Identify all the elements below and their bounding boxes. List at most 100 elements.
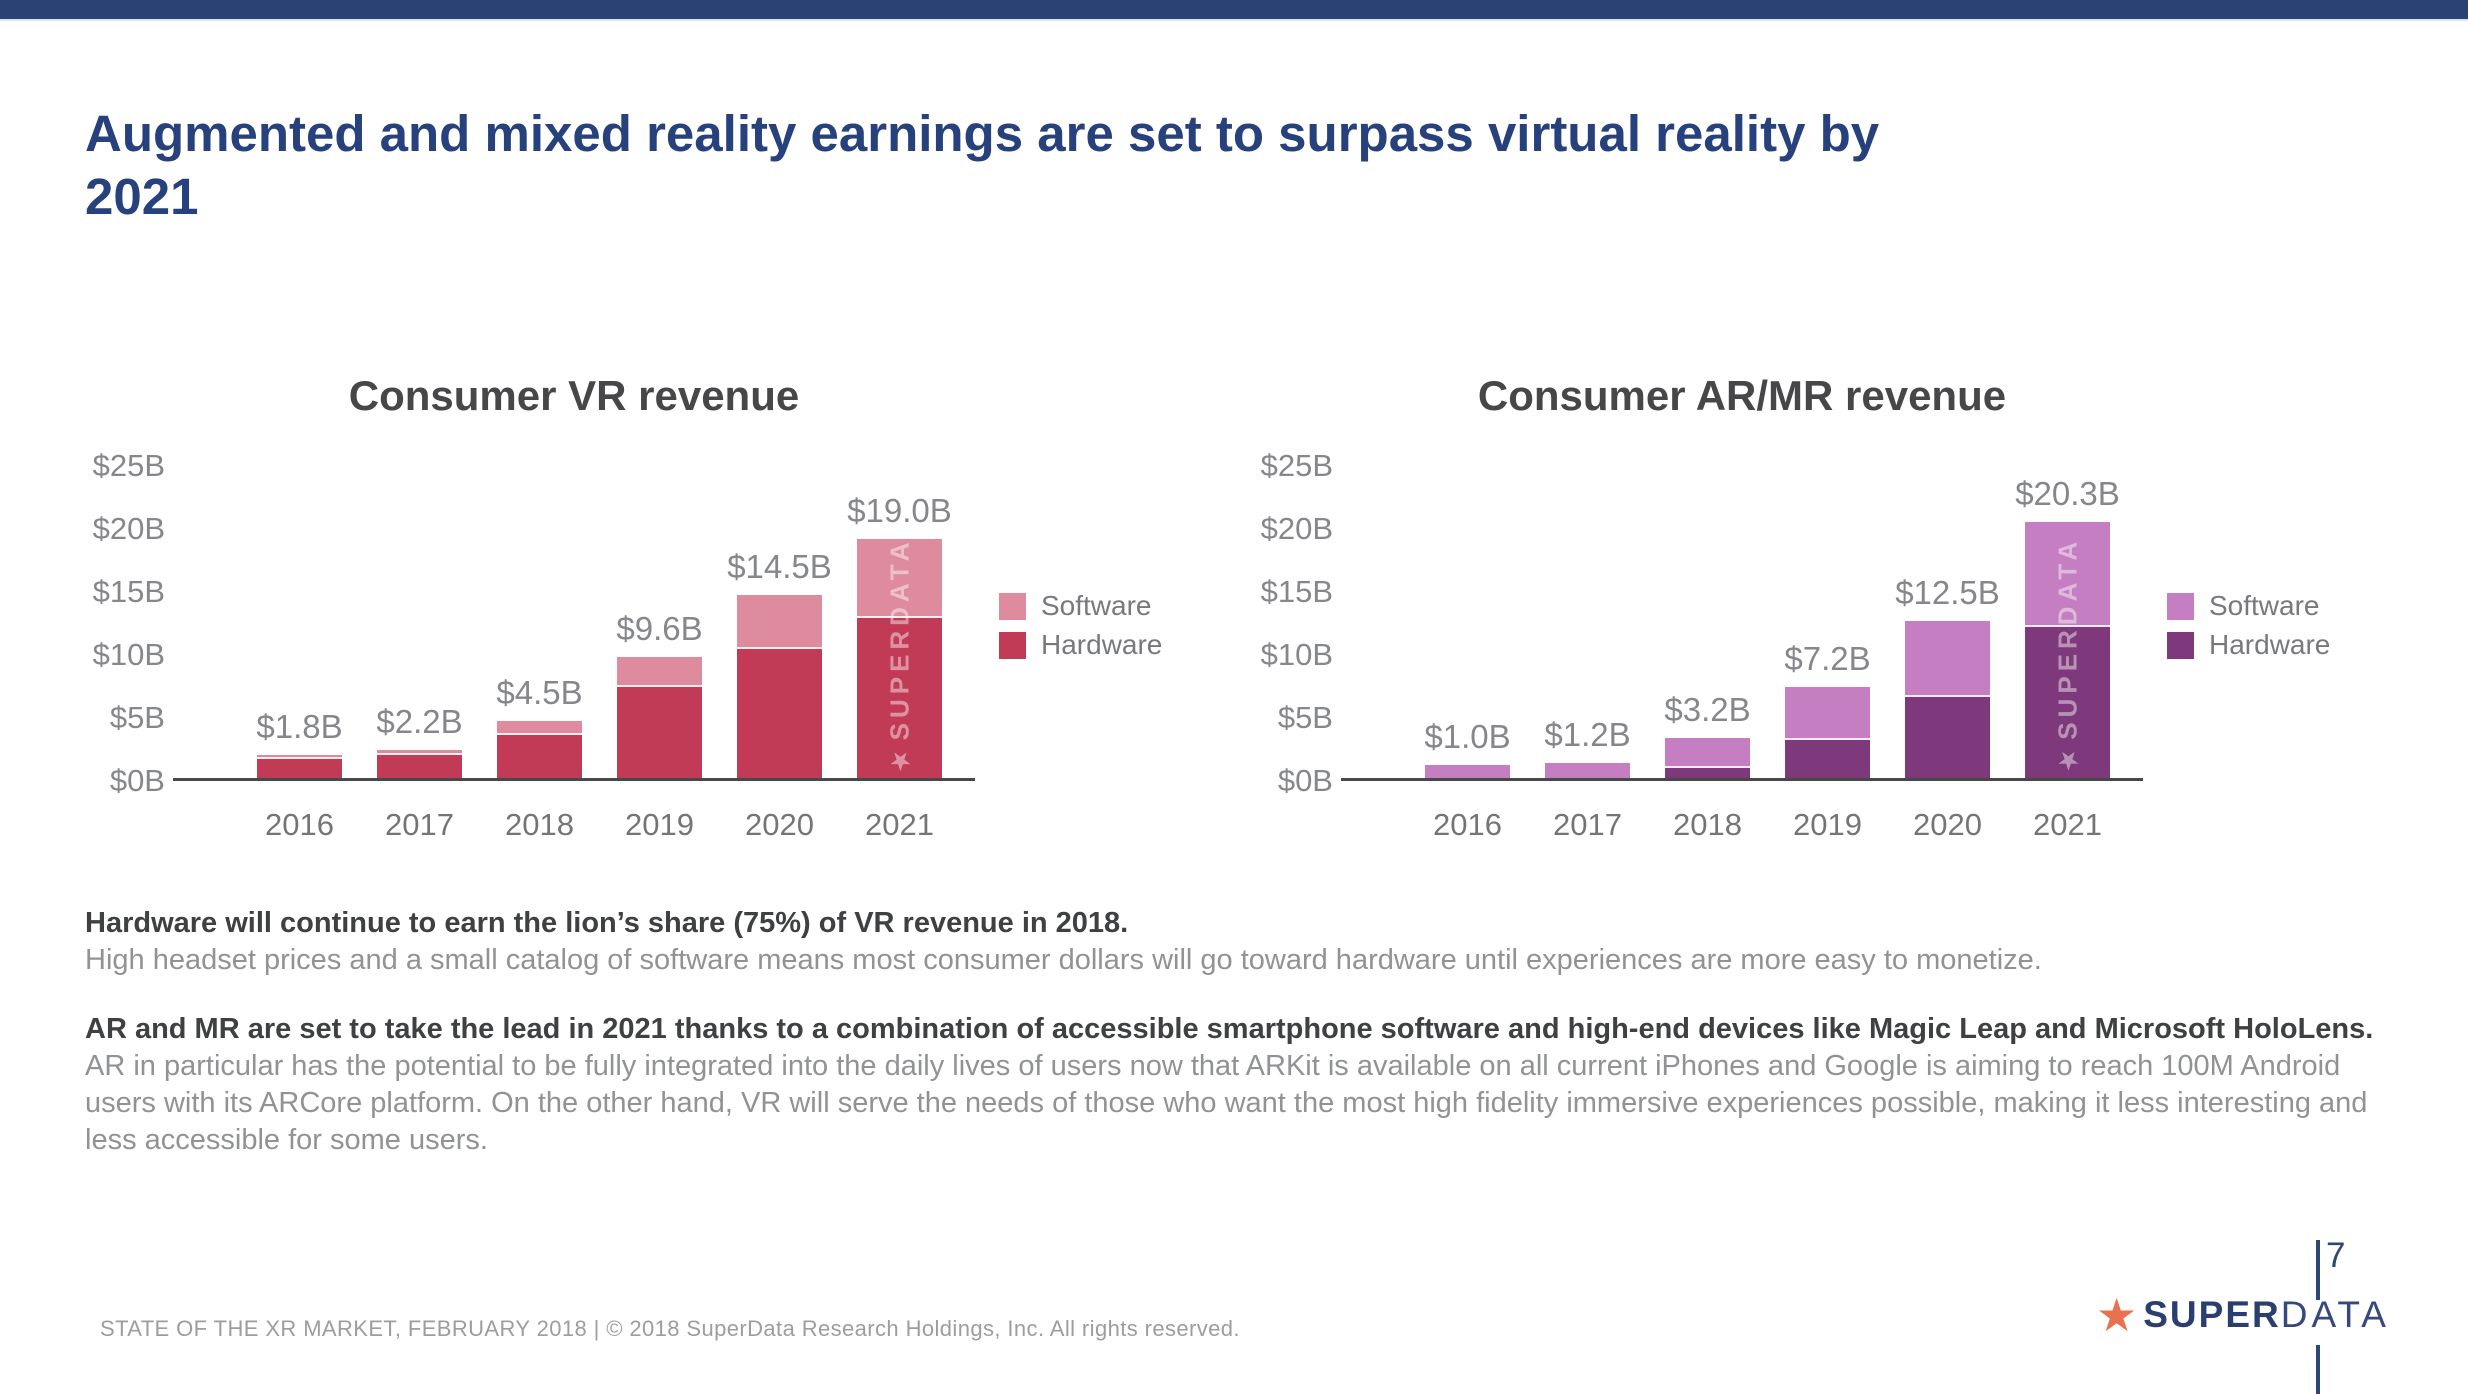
y-axis-tick-label: $20B [1260,511,1333,546]
bar-value-label: $9.6B [616,610,703,648]
footer-text: STATE OF THE XR MARKET, FEBRUARY 2018 | … [100,1316,1240,1341]
bar-segment-hardware [617,687,702,778]
bar-segment-hardware [857,617,942,778]
slide-title: Augmented and mixed reality earnings are… [85,102,2405,228]
logo-text-data: DATA [2280,1294,2390,1335]
legend-label: Software [2209,590,2320,621]
insight-heading-vr: Hardware will continue to earn the lion’… [85,907,1129,939]
bar-segment-hardware [2025,626,2110,778]
bar-group-2020: $14.5B [727,550,832,778]
superdata-logo: ★ SUPER DATA [2096,1292,2390,1338]
bar-group-2016: $1.8B [256,710,343,778]
y-axis-tick-label: $0B [109,763,165,798]
legend-swatch-hardware [2167,631,2194,659]
legend-item-hardware: Hardware [2167,629,2330,661]
logo-text-super: SUPER [2143,1294,2281,1335]
bar-segment-software [1545,762,1630,778]
y-axis-tick-label: $5B [1277,700,1333,735]
x-axis-label-2017: 2017 [1553,807,1622,842]
bar-segment-hardware [1665,767,1750,778]
y-axis: $0B $5B $10B $15B $20B $25B [85,448,173,798]
y-axis-tick-label: $25B [92,448,165,483]
y-axis-tick-label: $15B [92,574,165,609]
bar-value-label: $1.2B [1544,715,1631,753]
bar-value-label: $4.5B [496,674,583,712]
bar-segment-software [617,657,702,688]
bar-value-label: $2.2B [376,703,463,741]
insight-detail-ar: AR in particular has the potential to be… [85,1050,2368,1156]
bar-segment-hardware [377,755,462,778]
bar-value-label: $3.2B [1664,690,1751,728]
x-axis-label-2020: 2020 [1913,807,1982,842]
bar-group-2018: $4.5B [496,676,583,778]
bar-segment-software [257,755,342,760]
bar-group-2017: $1.2B [1544,718,1631,778]
body-text: Hardware will continue to earn the lion’… [85,905,2415,1159]
insight-heading-ar: AR and MR are set to take the lead in 20… [85,1013,2374,1045]
x-axis-label-2020: 2020 [745,807,814,842]
bar-segment-hardware [497,735,582,778]
x-axis-label-2019: 2019 [1793,807,1862,842]
legend: Software Hardware [999,590,1162,661]
slide-title-line-1: Augmented and mixed reality earnings are… [85,105,1880,163]
bar-group-2021: $19.0B ★SUPERDATA [847,494,952,778]
bar-segment-software [497,721,582,736]
x-axis-label-2018: 2018 [1673,807,1742,842]
y-axis-tick-label: $10B [92,637,165,672]
bar-group-2019: $7.2B [1784,642,1871,778]
bar-value-label: $19.0B [847,491,952,529]
x-axis: 2016 2017 2018 2019 2020 2021 [1341,807,2313,843]
legend-label: Hardware [1041,629,1163,660]
bar-segment-hardware [737,649,822,778]
bar-segment-hardware [1785,740,1870,778]
plot-area: $1.0B $1.2B $3.2B $7.2B $12.5B $20.3B ★SUPERDA… [1341,466,2143,781]
bar-group-2019: $9.6B [616,612,703,778]
legend-swatch-software [2167,592,2194,620]
plot-area: $1.8B $2.2B $4.5B $9.6B $14.5B $19.0B ★SUPERDA… [173,466,975,781]
x-axis-label-2018: 2018 [505,807,574,842]
bar-value-label: $1.8B [256,708,343,746]
legend-swatch-hardware [999,631,1026,659]
bar-value-label: $14.5B [727,548,832,586]
charts-row: Consumer VR revenue $0B $5B $10B $15B $20B $2… [85,372,2331,843]
superdata-watermark: ★SUPERDATA [2052,537,2082,775]
bar-value-label: $20.3B [2015,475,2120,513]
bar-group-2016: $1.0B [1424,720,1511,778]
y-axis-tick-label: $20B [92,511,165,546]
y-axis-tick-label: $25B [1260,448,1333,483]
x-axis: 2016 2017 2018 2019 2020 2021 [173,807,1145,843]
bar-group-2018: $3.2B [1664,693,1751,778]
y-axis: $0B $5B $10B $15B $20B $25B [1253,448,1341,798]
bar-segment-software [377,750,462,756]
x-axis-label-2019: 2019 [625,807,694,842]
bar-segment-software [1665,737,1750,768]
bar-value-label: $12.5B [1895,573,2000,611]
bar-value-label: $1.0B [1424,718,1511,756]
y-axis-tick-label: $5B [109,700,165,735]
chart-consumer-vr-revenue: Consumer VR revenue $0B $5B $10B $15B $20B $2… [85,372,1163,843]
bar-segment-software [1905,620,1990,698]
bar-group-2017: $2.2B [376,705,463,778]
legend-item-software: Software [999,590,1162,622]
legend-label: Hardware [2209,629,2331,660]
bar-segment-software [2025,522,2110,627]
top-accent-bar [0,0,2468,21]
chart-body: $0B $5B $10B $15B $20B $25B $1.8B $2.2B $4.5B $9… [85,448,1163,798]
bar-value-label: $7.2B [1784,640,1871,678]
bar-segment-software [1425,765,1510,778]
y-axis-tick-label: $15B [1260,574,1333,609]
x-axis-label-2016: 2016 [1433,807,1502,842]
bar-group-2020: $12.5B [1895,576,2000,778]
legend-item-hardware: Hardware [999,629,1162,661]
x-axis-label-2021: 2021 [2033,807,2102,842]
x-axis-label-2021: 2021 [865,807,934,842]
y-axis-tick-label: $0B [1277,763,1333,798]
bar-segment-hardware [1905,697,1990,778]
bar-segment-software [1785,687,1870,741]
legend-swatch-software [999,592,1026,620]
y-axis-tick-label: $10B [1260,637,1333,672]
legend-label: Software [1041,590,1152,621]
chart-title: Consumer VR revenue [348,372,800,419]
page-number-divider-bottom [2316,1345,2320,1394]
